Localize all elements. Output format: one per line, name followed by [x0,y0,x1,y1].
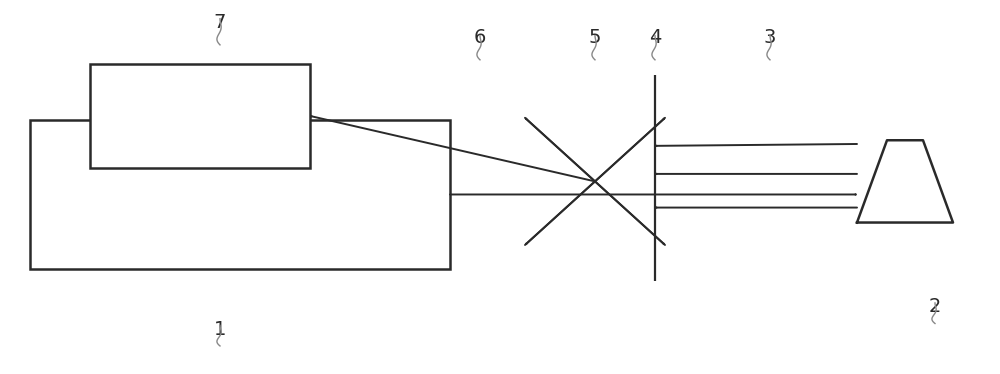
Bar [90,64,310,168]
Bar [30,120,450,269]
Text: 3: 3 [764,28,776,47]
Text: 5: 5 [589,28,601,47]
Text: 2: 2 [929,297,941,316]
Text: 6: 6 [474,28,486,47]
Text: 1: 1 [214,320,226,338]
Text: 7: 7 [214,13,226,32]
Text: 4: 4 [649,28,661,47]
